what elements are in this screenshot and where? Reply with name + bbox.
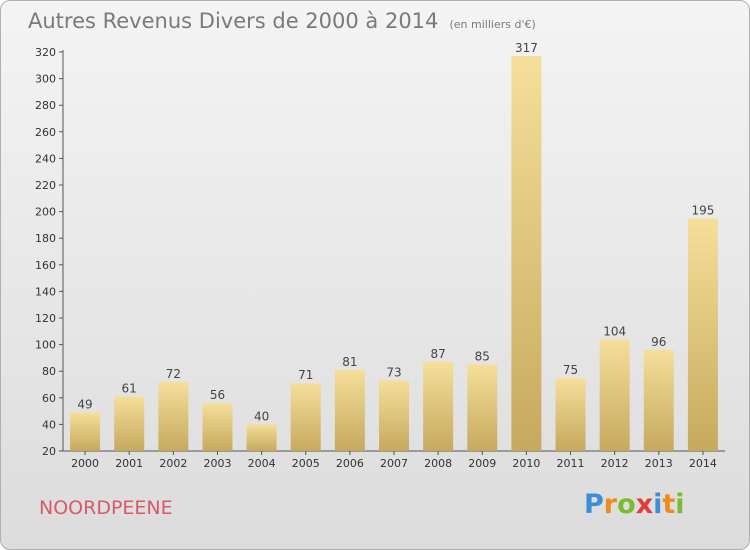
- bar: [643, 349, 674, 451]
- bar: [687, 218, 718, 451]
- y-tick-label: 40: [42, 418, 56, 431]
- chart-subtitle: (en milliers d'€): [449, 18, 536, 31]
- axes: 20 40 60 80 100 120 140 160 180 200 220 240 260 280 30…: [35, 46, 725, 470]
- data-label: 195: [691, 203, 714, 217]
- bar: [511, 55, 542, 452]
- x-tick-label: 2004: [248, 457, 276, 470]
- data-label: 85: [475, 350, 490, 364]
- x-tick-label: 2012: [601, 457, 629, 470]
- x-tick-label: 2014: [689, 457, 717, 470]
- bar: [158, 381, 189, 451]
- data-label: 73: [386, 366, 401, 380]
- y-tick-label: 160: [35, 259, 56, 272]
- logo-letter: i: [675, 489, 685, 520]
- commune-name: NOORDPEENE: [39, 497, 173, 519]
- x-tick-label: 2008: [424, 457, 452, 470]
- x-tick-label: 2007: [380, 457, 408, 470]
- data-label: 317: [515, 41, 538, 55]
- y-tick-label: 20: [42, 445, 56, 458]
- y-tick-label: 200: [35, 206, 56, 219]
- x-tick-label: 2003: [203, 457, 231, 470]
- bar: [599, 339, 630, 451]
- y-tick-label: 180: [35, 232, 56, 245]
- logo-letter: P: [584, 489, 604, 520]
- data-label: 104: [603, 324, 626, 338]
- data-label: 56: [210, 388, 225, 402]
- x-tick-label: 2009: [468, 457, 496, 470]
- x-tick-label: 2000: [71, 457, 99, 470]
- y-tick-label: 220: [35, 179, 56, 192]
- y-tick-label: 300: [35, 73, 56, 86]
- bar: [114, 396, 145, 451]
- x-tick-label: 2006: [336, 457, 364, 470]
- y-tick-label: 140: [35, 285, 56, 298]
- bar: [290, 383, 321, 451]
- x-tick-label: 2001: [115, 457, 143, 470]
- data-labels: 49 61 72 56 40 71 81 73 87 85 317 75 104 96 195: [77, 41, 714, 423]
- y-tick-label: 60: [42, 392, 56, 405]
- data-label: 40: [254, 409, 269, 423]
- logo-letter: t: [662, 489, 676, 520]
- data-label: 96: [651, 335, 666, 349]
- x-tick-label: 2011: [557, 457, 585, 470]
- data-label: 87: [430, 347, 445, 361]
- y-tick-label: 240: [35, 152, 56, 165]
- y-tick-label: 260: [35, 126, 56, 139]
- y-tick-label: 80: [42, 365, 56, 378]
- data-label: 72: [166, 367, 181, 381]
- logo-letter: i: [653, 489, 663, 520]
- chart-title: Autres Revenus Divers de 2000 à 2014: [28, 9, 439, 33]
- data-label: 71: [298, 368, 313, 382]
- logo-letter: x: [635, 489, 654, 520]
- bar: [70, 412, 101, 451]
- y-tick-label: 320: [35, 46, 56, 59]
- title-row: Autres Revenus Divers de 2000 à 2014 (en…: [28, 9, 536, 33]
- bar: [555, 377, 586, 451]
- data-label: 49: [77, 397, 92, 411]
- data-label: 81: [342, 355, 357, 369]
- logo-letter: r: [603, 489, 618, 520]
- bar: [246, 424, 277, 451]
- proxiti-logo: Proxiti: [584, 489, 685, 520]
- bars: [70, 55, 718, 452]
- bar: [467, 364, 498, 451]
- bar: [202, 403, 233, 451]
- bar: [334, 369, 365, 451]
- data-label: 61: [122, 381, 137, 395]
- logo-letter: o: [617, 489, 636, 520]
- bar: [379, 380, 409, 451]
- x-tick-label: 2005: [292, 457, 320, 470]
- x-tick-label: 2013: [645, 457, 673, 470]
- bar: [423, 361, 454, 451]
- y-tick-label: 120: [35, 312, 56, 325]
- data-label: 75: [563, 363, 578, 377]
- x-tick-label: 2002: [159, 457, 187, 470]
- y-tick-label: 280: [35, 99, 56, 112]
- y-tick-label: 100: [35, 339, 56, 352]
- x-tick-label: 2010: [512, 457, 540, 470]
